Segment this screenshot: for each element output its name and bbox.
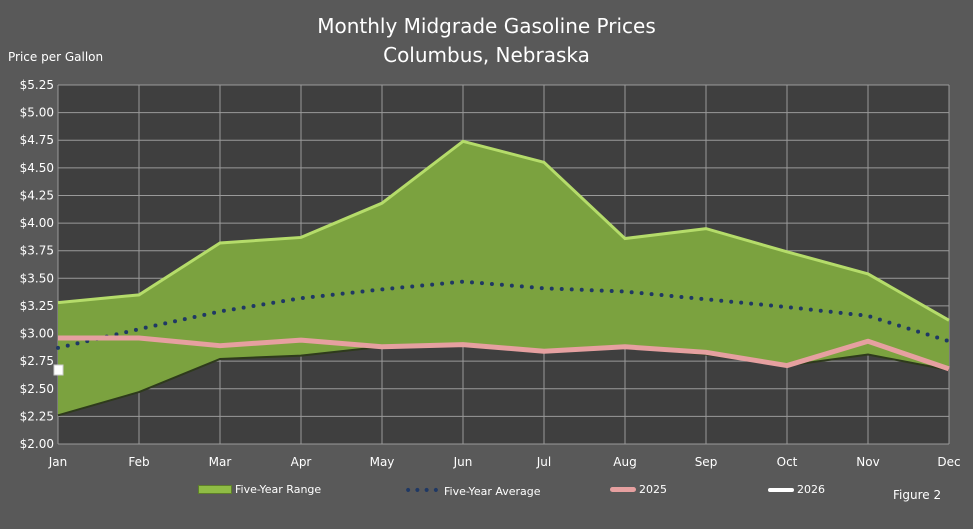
x-tick-label: May bbox=[370, 455, 395, 469]
legend-average: •••• Five-Year Average bbox=[404, 483, 541, 499]
y-tick-label: $3.25 bbox=[20, 299, 54, 313]
x-tick-label: Apr bbox=[291, 455, 312, 469]
legend-2025-label: 2025 bbox=[639, 483, 667, 496]
y-tick-label: $3.00 bbox=[20, 327, 54, 341]
legend-2025: 2025 bbox=[610, 483, 667, 496]
five-year-range-high-edge bbox=[57, 139, 950, 322]
y-tick-label: $2.50 bbox=[20, 382, 54, 396]
chart-title: Monthly Midgrade Gasoline Prices bbox=[317, 14, 656, 38]
point-2026 bbox=[53, 364, 64, 376]
y-tick-label: $5.25 bbox=[20, 78, 54, 92]
x-tick-label: Mar bbox=[209, 455, 232, 469]
x-tick-label: Sep bbox=[695, 455, 718, 469]
line-2025 bbox=[58, 335, 950, 372]
legend-range: Five-Year Range bbox=[198, 483, 321, 496]
figure-label: Figure 2 bbox=[893, 488, 942, 502]
y-tick-label: $4.25 bbox=[20, 188, 54, 202]
x-tick-label: Oct bbox=[777, 455, 798, 469]
x-tick-label: Feb bbox=[128, 455, 149, 469]
legend-range-label: Five-Year Range bbox=[235, 483, 322, 496]
x-tick-label: Nov bbox=[856, 455, 879, 469]
y-tick-label: $5.00 bbox=[20, 106, 54, 120]
legend-2026: 2026 bbox=[768, 483, 825, 496]
five-year-average-line bbox=[56, 279, 951, 350]
legend-range-swatch bbox=[198, 485, 232, 494]
y-tick-label: $2.25 bbox=[20, 409, 54, 423]
y-tick-label: $2.75 bbox=[20, 354, 54, 368]
legend-average-label: Five-Year Average bbox=[444, 484, 541, 498]
legend-2026-label: 2026 bbox=[797, 483, 825, 496]
x-tick-label: Dec bbox=[937, 455, 960, 469]
legend-average-swatch: •••• bbox=[404, 483, 442, 499]
y-tick-label: $3.50 bbox=[20, 271, 54, 285]
x-tick-label: Jan bbox=[48, 455, 68, 469]
y-tick-label: $4.50 bbox=[20, 161, 54, 175]
chart-subtitle: Columbus, Nebraska bbox=[383, 43, 590, 67]
y-axis-label: Price per Gallon bbox=[8, 50, 104, 64]
y-tick-label: $4.75 bbox=[20, 133, 54, 147]
legend-2026-swatch bbox=[768, 487, 794, 492]
x-tick-label: Jun bbox=[453, 455, 473, 469]
y-tick-label: $2.00 bbox=[20, 437, 54, 451]
x-tick-label: Jul bbox=[536, 455, 551, 469]
y-tick-label: $3.75 bbox=[20, 244, 54, 258]
y-tick-label: $4.00 bbox=[20, 216, 54, 230]
legend-2025-swatch bbox=[610, 487, 636, 492]
five-year-range-area bbox=[58, 141, 949, 416]
x-tick-label: Aug bbox=[613, 455, 636, 469]
